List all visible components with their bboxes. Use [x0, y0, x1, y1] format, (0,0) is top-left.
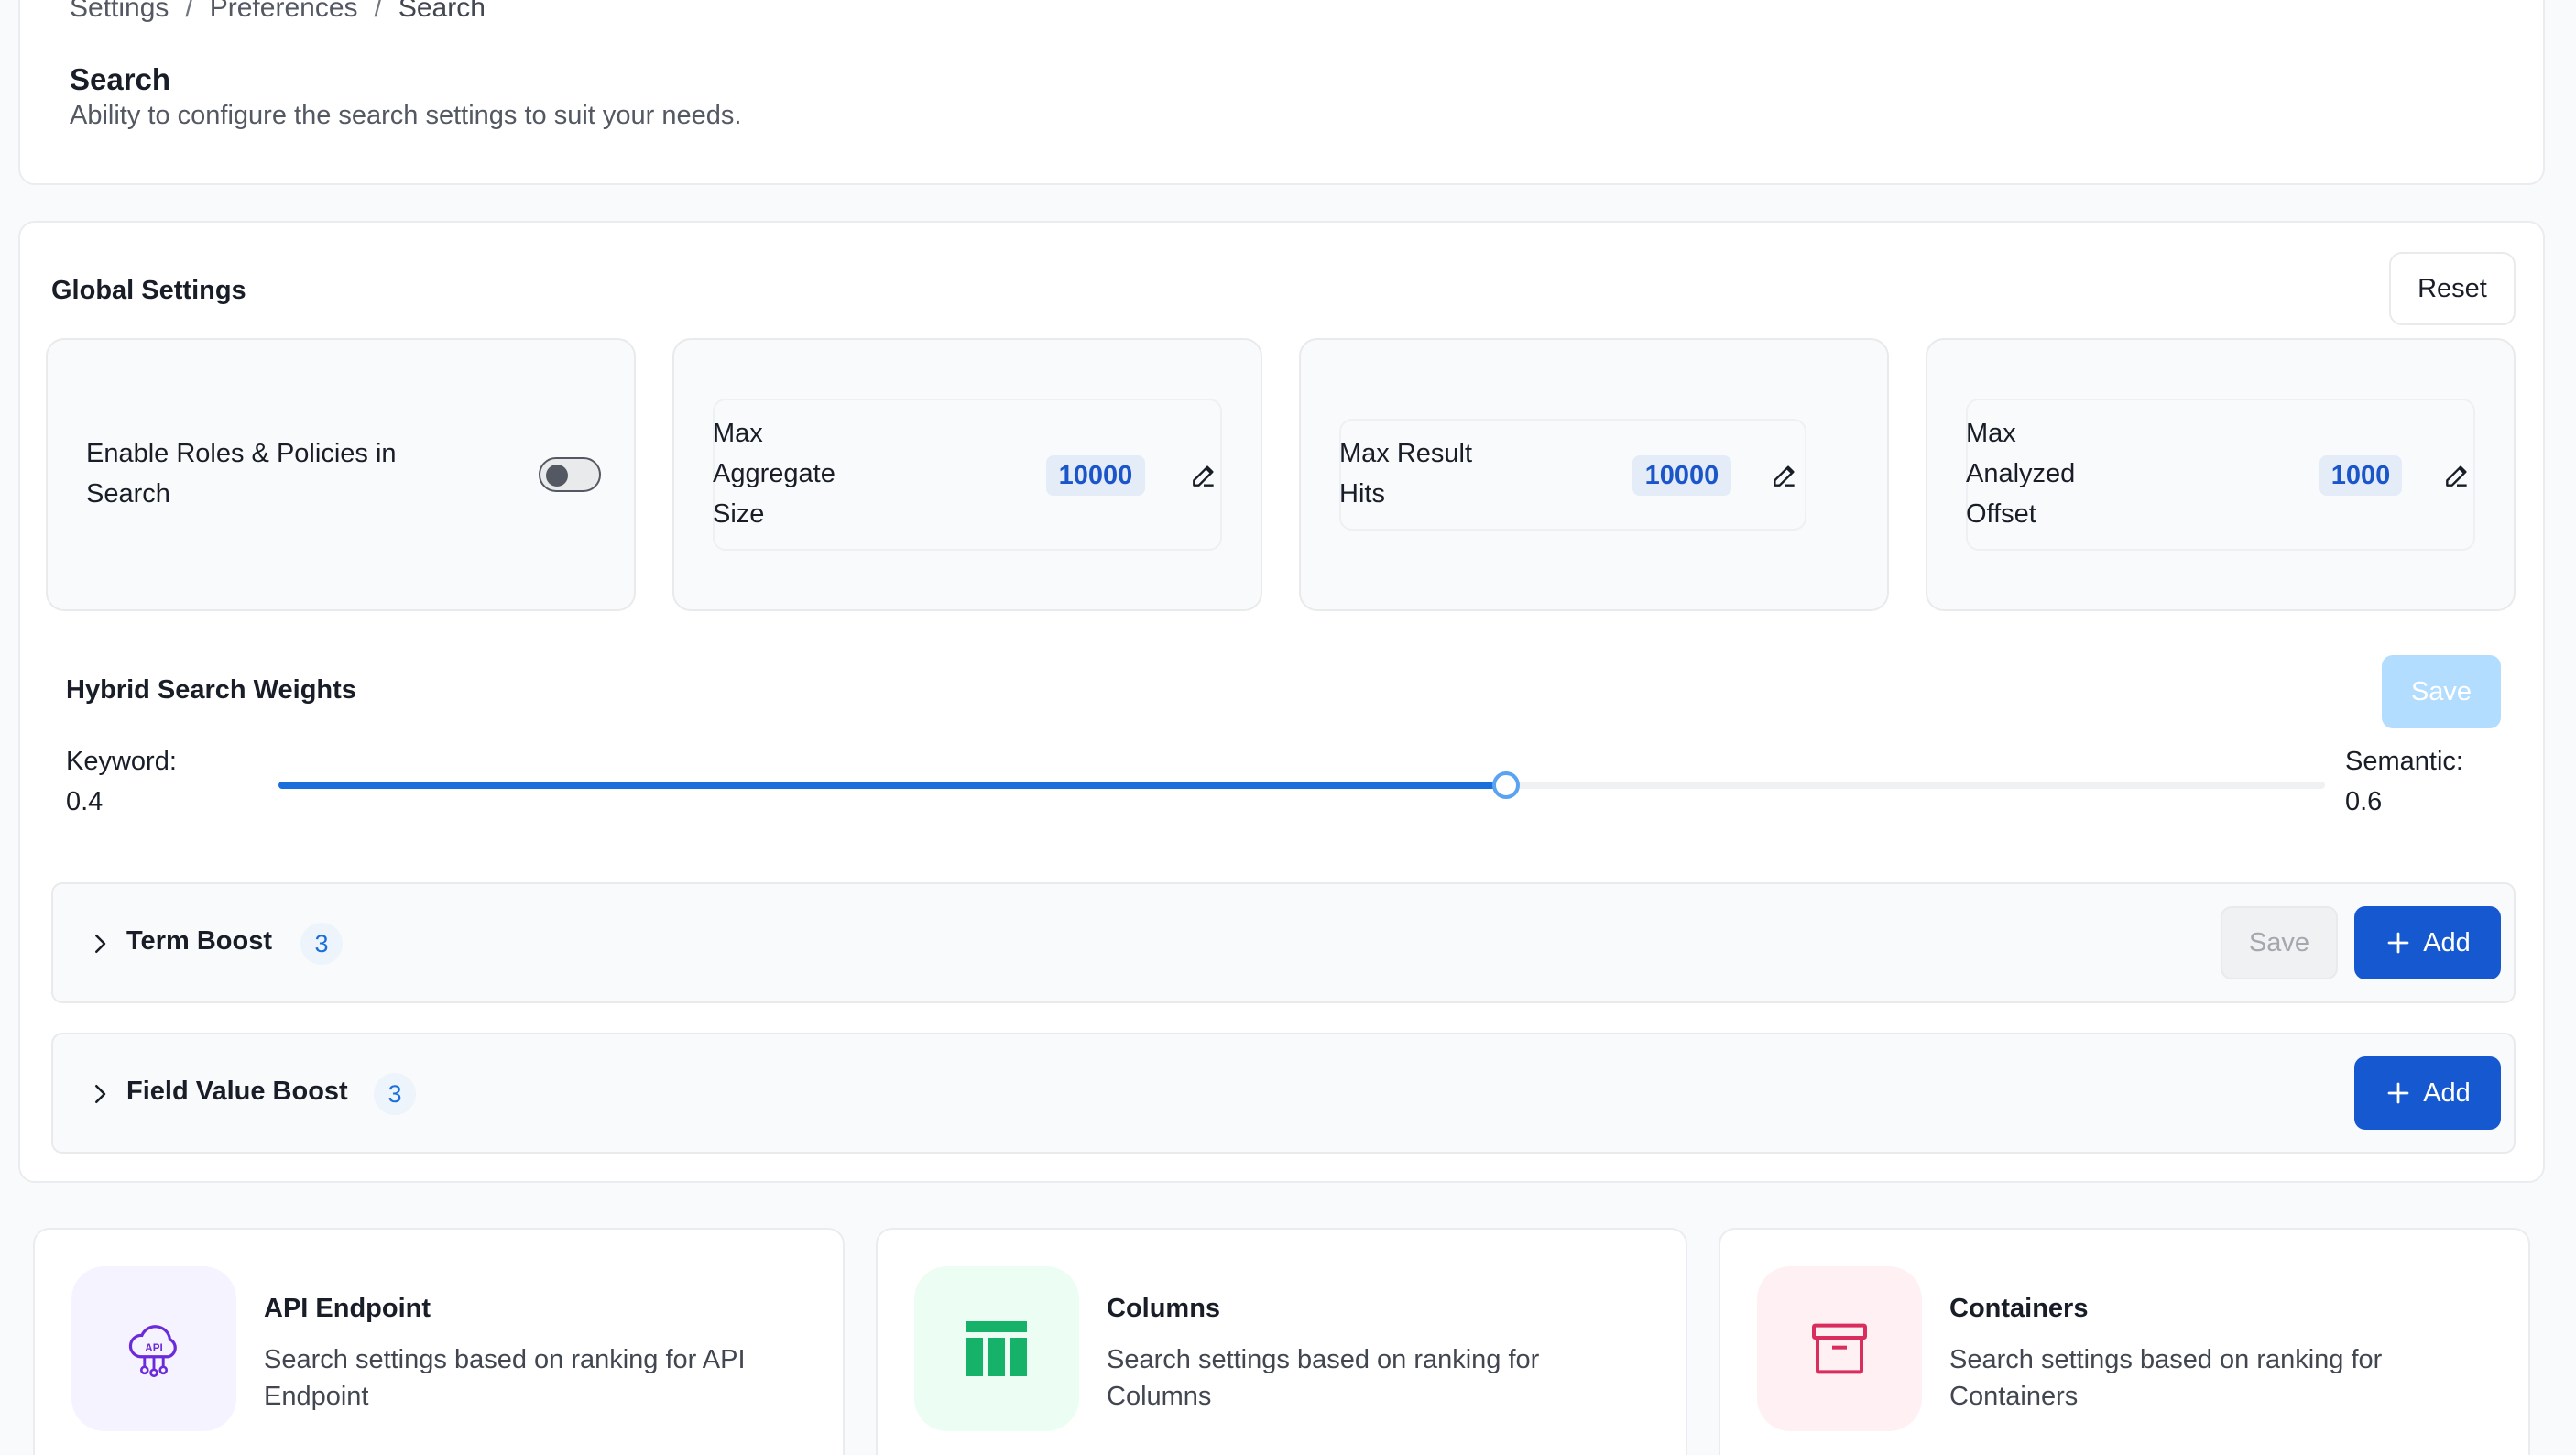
field-value-boost-add-button[interactable]: Add: [2354, 1056, 2501, 1130]
term-boost-title: Term Boost: [126, 926, 272, 956]
max-aggregate-size-value: 10000: [1046, 455, 1145, 496]
breadcrumb-separator: /: [374, 0, 382, 23]
max-result-hits-tile: Max Result Hits 10000: [1299, 338, 1889, 611]
roles-policies-label: Enable Roles & Policies in Search: [86, 439, 397, 509]
max-aggregate-size-tile: Max Aggregate Size 10000: [672, 338, 1262, 611]
container-box-icon: [1812, 1323, 1867, 1374]
slider-fill: [278, 782, 1507, 789]
slider-handle[interactable]: [1492, 771, 1521, 799]
edit-pencil-icon[interactable]: [1189, 461, 1218, 490]
max-analyzed-offset-tile: Max Analyzed Offset 1000: [1926, 338, 2516, 611]
global-settings-title: Global Settings: [51, 276, 246, 305]
entity-title: Columns: [1107, 1294, 1221, 1323]
chevron-right-icon[interactable]: [86, 930, 114, 957]
plus-icon: [2387, 1082, 2409, 1104]
term-boost-row[interactable]: Term Boost 3 Save Add: [51, 882, 2516, 1003]
keyword-value: 0.4: [66, 787, 104, 816]
breadcrumb: Settings / Preferences / Search: [70, 0, 486, 24]
edit-pencil-icon[interactable]: [2442, 461, 2472, 490]
roles-policies-tile: Enable Roles & Policies in Search: [46, 338, 636, 611]
term-boost-save-button[interactable]: Save: [2221, 906, 2338, 979]
field-value-boost-row[interactable]: Field Value Boost 3 Add: [51, 1033, 2516, 1154]
entity-description: Search settings based on ranking for Col…: [1107, 1345, 1540, 1411]
max-aggregate-size-label: Max Aggregate Size: [713, 419, 835, 529]
table-columns-icon: [966, 1321, 1027, 1376]
roles-policies-toggle[interactable]: [539, 457, 601, 492]
svg-text:API: API: [145, 1342, 162, 1354]
hybrid-weights-title: Hybrid Search Weights: [66, 675, 356, 705]
entity-card-columns[interactable]: Columns Search settings based on ranking…: [876, 1228, 1687, 1455]
keyword-weight: Keyword: 0.4: [66, 741, 177, 822]
entity-card-api-endpoint[interactable]: API API Endpoint Search settings based o…: [33, 1228, 845, 1455]
hybrid-weight-slider[interactable]: [278, 771, 2325, 799]
entity-icon-box: API: [71, 1266, 236, 1431]
entity-description: Search settings based on ranking for API…: [264, 1345, 746, 1411]
api-cloud-icon: API: [128, 1325, 177, 1378]
field-value-boost-title: Field Value Boost: [126, 1077, 348, 1106]
max-analyzed-offset-label: Max Analyzed Offset: [1966, 419, 2076, 529]
entity-icon-box: [1757, 1266, 1922, 1431]
breadcrumb-settings[interactable]: Settings: [70, 0, 169, 23]
entity-card-containers[interactable]: Containers Search settings based on rank…: [1719, 1228, 2530, 1455]
entity-title: Containers: [1949, 1294, 2089, 1323]
plus-icon: [2387, 932, 2409, 954]
max-aggregate-size-box: [713, 399, 1222, 551]
max-result-hits-value: 10000: [1632, 455, 1731, 496]
reset-button[interactable]: Reset: [2389, 252, 2516, 325]
breadcrumb-separator: /: [185, 0, 193, 23]
page-description: Ability to configure the search settings…: [70, 101, 742, 130]
page-header-card: Settings / Preferences / Search Search A…: [18, 0, 2545, 185]
max-analyzed-offset-value: 1000: [2319, 455, 2402, 496]
term-boost-add-button[interactable]: Add: [2354, 906, 2501, 979]
max-analyzed-offset-box: [1966, 399, 2475, 551]
term-boost-count-badge: 3: [300, 923, 343, 965]
entity-title: API Endpoint: [264, 1294, 431, 1323]
max-result-hits-box: [1339, 419, 1806, 531]
semantic-value: 0.6: [2345, 787, 2383, 816]
semantic-label: Semantic:: [2345, 747, 2463, 776]
hybrid-weights-save-button[interactable]: Save: [2382, 655, 2501, 728]
add-label: Add: [2423, 927, 2471, 957]
max-result-hits-label: Max Result Hits: [1339, 439, 1473, 509]
toggle-knob: [546, 465, 568, 487]
entity-icon-box: [914, 1266, 1079, 1431]
entity-description: Search settings based on ranking for Con…: [1949, 1345, 2383, 1411]
breadcrumb-preferences[interactable]: Preferences: [209, 0, 358, 23]
semantic-weight: Semantic: 0.6: [2345, 741, 2463, 822]
keyword-label: Keyword:: [66, 747, 177, 776]
breadcrumb-search: Search: [398, 0, 486, 23]
add-label: Add: [2423, 1078, 2471, 1108]
page-title: Search: [70, 62, 171, 96]
field-value-boost-count-badge: 3: [374, 1073, 416, 1115]
global-settings-card: Global Settings Reset Enable Roles & Pol…: [18, 221, 2545, 1183]
edit-pencil-icon[interactable]: [1770, 461, 1799, 490]
chevron-right-icon[interactable]: [86, 1080, 114, 1108]
